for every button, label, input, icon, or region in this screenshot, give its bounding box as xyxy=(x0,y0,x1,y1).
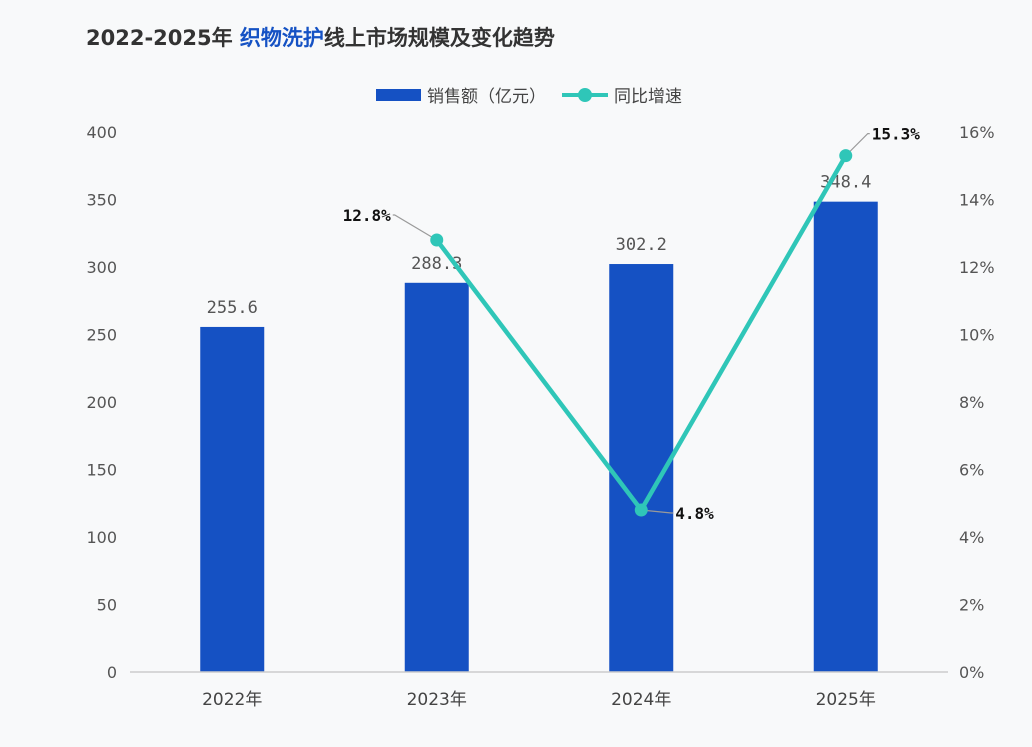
title-highlight: 织物洗护 xyxy=(239,26,324,50)
growth-value-label: 4.8% xyxy=(675,504,714,523)
bar xyxy=(813,201,878,672)
y-right-tick-label: 4% xyxy=(959,528,984,547)
growth-point xyxy=(634,503,648,517)
title-prefix: 2022-2025年 xyxy=(86,26,240,50)
y-left-tick-label: 200 xyxy=(86,393,117,412)
growth-point xyxy=(839,149,853,163)
y-left-tick-label: 150 xyxy=(86,461,117,480)
bar-value-label: 255.6 xyxy=(207,298,258,318)
x-tick-label: 2023年 xyxy=(407,690,467,710)
growth-point xyxy=(430,233,444,247)
y-right-tick-label: 8% xyxy=(959,393,984,412)
y-right-tick-label: 14% xyxy=(959,191,995,210)
y-right-tick-label: 0% xyxy=(959,663,984,682)
y-left-tick-label: 250 xyxy=(86,326,117,345)
y-left-tick-label: 0 xyxy=(107,663,117,682)
bar-value-label: 302.2 xyxy=(616,235,667,255)
x-tick-label: 2025年 xyxy=(816,690,876,710)
legend-line-label: 同比增速 xyxy=(614,87,682,107)
legend-bar-label: 销售额（亿元） xyxy=(427,87,546,107)
y-left-tick-label: 100 xyxy=(86,528,117,547)
y-left-tick-label: 400 xyxy=(86,123,117,142)
growth-value-label: 12.8% xyxy=(343,206,392,225)
y-right-tick-label: 10% xyxy=(959,326,995,345)
y-right-tick-label: 12% xyxy=(959,258,995,277)
leader-line xyxy=(392,214,438,241)
legend-bar-swatch xyxy=(376,88,421,101)
y-left-tick-label: 350 xyxy=(86,191,117,210)
legend-line-swatch xyxy=(562,87,608,103)
growth-value-label: 15.3% xyxy=(872,125,921,144)
y-right-tick-label: 16% xyxy=(959,123,995,142)
bar xyxy=(609,264,674,672)
chart-title: 2022-2025年 织物洗护线上市场规模及变化趋势 xyxy=(86,22,555,52)
y-left-tick-label: 50 xyxy=(97,596,117,615)
leader-line xyxy=(845,133,870,157)
y-left-tick-label: 300 xyxy=(86,258,117,277)
legend: 销售额（亿元） 同比增速 xyxy=(376,82,682,107)
bar xyxy=(404,282,469,672)
title-suffix: 线上市场规模及变化趋势 xyxy=(323,26,555,50)
bar xyxy=(200,326,265,672)
leader-line xyxy=(641,509,674,514)
y-right-tick-label: 2% xyxy=(959,596,984,615)
x-tick-label: 2024年 xyxy=(611,690,671,710)
x-tick-label: 2022年 xyxy=(202,690,262,710)
y-right-tick-label: 6% xyxy=(959,461,984,480)
